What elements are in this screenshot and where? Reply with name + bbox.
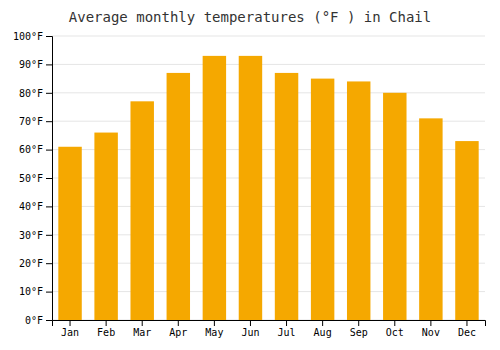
- tick-mark: [70, 320, 71, 326]
- tick-label: 60°F: [19, 144, 43, 155]
- tick: Jul: [278, 320, 296, 338]
- tick-label: Oct: [386, 327, 404, 338]
- tick-label: May: [205, 327, 223, 338]
- tick: 40°F: [19, 201, 52, 212]
- tick: 30°F: [19, 230, 52, 241]
- tick-label: Apr: [169, 327, 187, 338]
- tick-mark: [46, 150, 52, 151]
- grid: [52, 36, 485, 320]
- tick-mark: [286, 320, 287, 326]
- tick: 60°F: [19, 144, 52, 155]
- bar: [455, 141, 478, 320]
- tick-mark: [46, 178, 52, 179]
- tick: 10°F: [19, 286, 52, 297]
- tick-mark: [430, 320, 431, 326]
- tick-label: Dec: [458, 327, 476, 338]
- tick-mark: [46, 93, 52, 94]
- tick-mark: [322, 320, 323, 326]
- tick-label: 0°F: [25, 315, 43, 326]
- tick: 20°F: [19, 258, 52, 269]
- tick: Dec: [458, 320, 476, 338]
- tick-label: Mar: [133, 327, 151, 338]
- tick-label: 50°F: [19, 173, 43, 184]
- tick-label: 10°F: [19, 286, 43, 297]
- tick-label: Aug: [314, 327, 332, 338]
- bar: [383, 93, 406, 320]
- grid-line: [52, 92, 485, 93]
- tick-label: Sep: [350, 327, 368, 338]
- tick-label: 40°F: [19, 201, 43, 212]
- bar: [311, 79, 334, 320]
- tick: Oct: [386, 320, 404, 338]
- tick-mark: [466, 320, 467, 326]
- tick: Aug: [314, 320, 332, 338]
- tick-label: 70°F: [19, 116, 43, 127]
- bar: [167, 73, 190, 320]
- tick-label: 30°F: [19, 230, 43, 241]
- tick-label: 90°F: [19, 59, 43, 70]
- tick: Sep: [350, 320, 368, 338]
- tick-mark: [358, 320, 359, 326]
- tick-mark: [142, 320, 143, 326]
- tick-mark: [214, 320, 215, 326]
- tick: 80°F: [19, 88, 52, 99]
- tick-label: 100°F: [13, 31, 43, 42]
- tick: 0°F: [25, 315, 52, 326]
- x-axis: Jan Feb Mar Apr May Jun Jul Aug Sep Oct Nov Dec: [53, 320, 486, 338]
- title: Average monthly temperatures (°F ) in Ch…: [69, 9, 431, 25]
- tick: Feb: [97, 320, 115, 338]
- bar: [419, 118, 442, 320]
- tick-label: Feb: [97, 327, 115, 338]
- bar: [239, 56, 262, 320]
- tick-mark: [394, 320, 395, 326]
- tick-mark: [46, 235, 52, 236]
- bar: [203, 56, 226, 320]
- tick-mark: [46, 36, 52, 37]
- tick-label: Jun: [241, 327, 259, 338]
- plot: 0°F 10°F 20°F 30°F 40°F 50°F 60°F 70°F 80°F 90°F 1…: [13, 31, 486, 338]
- tick: Jun: [241, 320, 259, 338]
- tick: 100°F: [13, 31, 52, 42]
- tick: Jan: [61, 320, 79, 338]
- bar: [130, 101, 153, 320]
- tick-mark: [46, 64, 52, 65]
- tick: 70°F: [19, 116, 52, 127]
- tick-mark: [46, 263, 52, 264]
- bar: [58, 147, 81, 320]
- chart: Average monthly temperatures (°F ) in Ch…: [0, 0, 500, 350]
- bar: [94, 133, 117, 320]
- tick-mark: [250, 320, 251, 326]
- tick-mark: [46, 121, 52, 122]
- tick: 90°F: [19, 59, 52, 70]
- y-axis: 0°F 10°F 20°F 30°F 40°F 50°F 60°F 70°F 80°F 90°F 1…: [13, 31, 53, 326]
- tick: Apr: [169, 320, 187, 338]
- axis-line: [53, 321, 486, 327]
- grid-line: [52, 64, 485, 65]
- grid-line: [52, 36, 485, 37]
- tick-label: Jan: [61, 327, 79, 338]
- tick: Nov: [422, 320, 440, 338]
- tick: 50°F: [19, 173, 52, 184]
- tick-mark: [106, 320, 107, 326]
- tick-label: 80°F: [19, 88, 43, 99]
- tick-label: 20°F: [19, 258, 43, 269]
- tick-label: Jul: [278, 327, 296, 338]
- tick: May: [205, 320, 223, 338]
- bar: [347, 81, 370, 320]
- bar: [275, 73, 298, 320]
- axis-line: [46, 37, 53, 321]
- tick-mark: [178, 320, 179, 326]
- tick-mark: [46, 292, 52, 293]
- tick-mark: [46, 320, 52, 321]
- tick-mark: [46, 206, 52, 207]
- bars: [58, 56, 478, 320]
- tick: Mar: [133, 320, 151, 338]
- tick-label: Nov: [422, 327, 440, 338]
